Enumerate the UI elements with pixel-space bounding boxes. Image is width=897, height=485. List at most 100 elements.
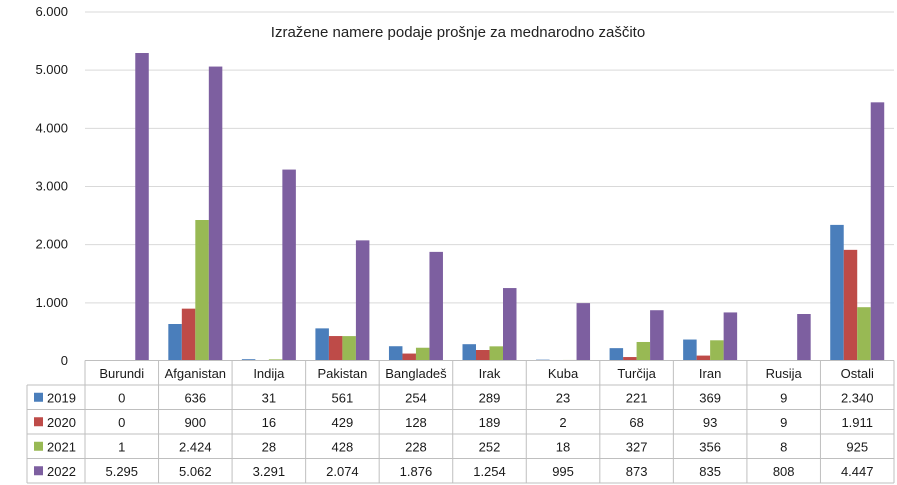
bars [121, 53, 885, 362]
bar-2022-10 [797, 314, 811, 361]
category-label: Kuba [548, 366, 579, 381]
legend-key-2019 [34, 392, 43, 402]
data-label: 1 [118, 439, 125, 454]
legend-label-2020: 2020 [47, 415, 76, 430]
legend-label-2022: 2022 [47, 464, 76, 479]
category-label: Indija [253, 366, 285, 381]
bar-2022-1 [135, 53, 149, 361]
bar-2021-6 [489, 346, 503, 361]
bar-2019-4 [315, 328, 329, 361]
chart-title: Izražene namere podaje prošnje za mednar… [271, 24, 645, 41]
data-label: 900 [184, 415, 206, 430]
category-label: Afganistan [165, 366, 226, 381]
data-label: 5.295 [105, 464, 138, 479]
category-label: Burundi [99, 366, 144, 381]
legend-label-2019: 2019 [47, 390, 76, 405]
data-label: 228 [405, 439, 427, 454]
y-axis: 0 1.000 2.000 3.000 4.000 5.000 6.000 [35, 4, 68, 368]
data-label: 995 [552, 464, 574, 479]
y-tick-label: 1.000 [35, 295, 68, 310]
legend-key-2021 [34, 441, 43, 451]
bar-2019-2 [168, 324, 182, 361]
bar-2020-4 [328, 336, 343, 361]
data-label: 835 [699, 464, 721, 479]
data-label: 1.911 [841, 415, 873, 430]
bar-2022-4 [355, 240, 370, 361]
category-label: Turčija [617, 366, 656, 381]
bar-2020-8 [623, 357, 637, 361]
bar-2019-9 [683, 339, 697, 361]
data-label: 18 [556, 439, 570, 454]
bar-2020-6 [476, 350, 490, 361]
bar-2022-9 [723, 312, 738, 361]
y-tick-label: 5.000 [35, 62, 68, 77]
bar-2021-4 [342, 336, 356, 361]
bar-2022-5 [429, 251, 443, 361]
data-label: 28 [262, 439, 276, 454]
bar-2020-11 [843, 249, 858, 361]
data-label: 2.340 [841, 390, 874, 405]
y-tick-label: 3.000 [35, 179, 68, 194]
bar-2019-11 [830, 224, 844, 361]
data-label: 2.074 [326, 464, 359, 479]
bar-2021-9 [710, 340, 724, 361]
data-label: 9 [780, 415, 787, 430]
bar-2020-9 [696, 355, 711, 361]
bar-2019-5 [388, 346, 403, 361]
data-label: 428 [332, 439, 354, 454]
data-label: 925 [846, 439, 868, 454]
y-tick-label: 0 [61, 353, 68, 368]
bar-2022-7 [576, 303, 591, 361]
data-label: 68 [629, 415, 643, 430]
category-label: Rusija [766, 366, 803, 381]
data-label: 254 [405, 390, 427, 405]
data-label: 1.254 [473, 464, 506, 479]
bar-2022-6 [503, 288, 517, 361]
bar-2021-2 [195, 220, 209, 361]
bar-2019-6 [462, 344, 476, 361]
bar-2022-3 [282, 169, 296, 361]
data-label: 2.424 [179, 439, 212, 454]
bar-2021-11 [857, 307, 871, 361]
data-label: 1.876 [400, 464, 433, 479]
data-label: 2 [559, 415, 566, 430]
data-label: 636 [184, 390, 206, 405]
bar-2020-2 [181, 308, 196, 361]
data-label: 5.062 [179, 464, 212, 479]
legend-key-2022 [34, 466, 43, 476]
data-label: 93 [703, 415, 717, 430]
data-label: 16 [262, 415, 276, 430]
bar-2022-8 [650, 310, 664, 361]
data-label: 873 [626, 464, 648, 479]
data-label: 128 [405, 415, 427, 430]
category-label: Irak [479, 366, 501, 381]
data-label: 31 [262, 390, 276, 405]
data-label: 808 [773, 464, 795, 479]
data-label: 327 [626, 439, 648, 454]
bar-2022-11 [870, 102, 885, 362]
category-label: Iran [699, 366, 721, 381]
data-label: 369 [699, 390, 721, 405]
data-label: 561 [332, 390, 354, 405]
bar-2021-5 [415, 347, 430, 361]
category-label: Ostali [841, 366, 874, 381]
data-label: 4.447 [841, 464, 874, 479]
data-label: 429 [332, 415, 354, 430]
y-tick-label: 2.000 [35, 237, 68, 252]
legend-key-2020 [34, 417, 43, 427]
bar-2020-5 [402, 353, 416, 361]
bar-2019-8 [609, 348, 624, 361]
data-label: 252 [479, 439, 501, 454]
data-label: 289 [479, 390, 501, 405]
data-label: 9 [780, 390, 787, 405]
bar-2021-8 [636, 341, 651, 361]
y-tick-label: 6.000 [35, 4, 68, 19]
data-table: Burundi Afganistan Indija Pakistan Bangladeš… [26, 360, 895, 484]
data-label: 0 [118, 390, 125, 405]
data-label: 3.291 [253, 464, 286, 479]
data-label: 8 [780, 439, 787, 454]
bar-2022-2 [208, 66, 223, 361]
category-label: Pakistan [317, 366, 367, 381]
data-label: 221 [626, 390, 648, 405]
